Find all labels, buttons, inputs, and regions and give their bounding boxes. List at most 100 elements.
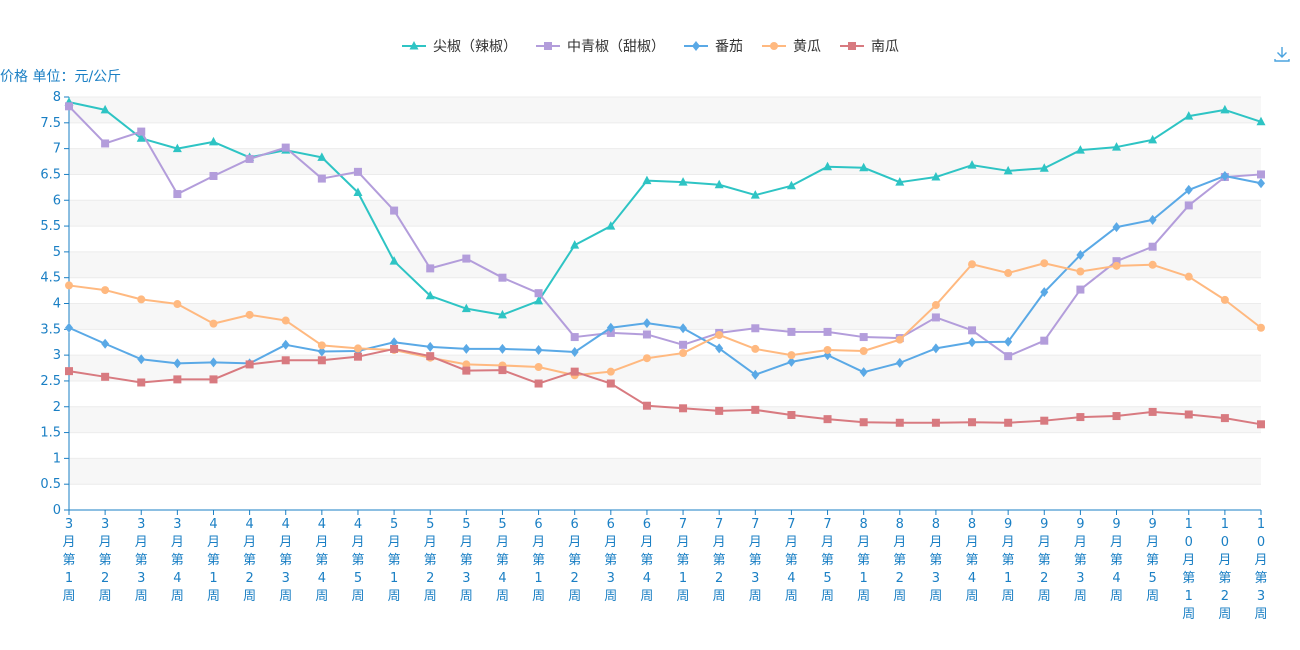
data-point[interactable] — [931, 343, 940, 354]
data-point[interactable] — [895, 357, 904, 368]
data-point[interactable] — [859, 367, 868, 378]
data-point[interactable] — [679, 340, 688, 349]
legend-marker[interactable] — [848, 42, 856, 50]
data-point[interactable] — [642, 318, 651, 329]
data-point[interactable] — [1257, 323, 1265, 332]
data-point[interactable] — [498, 366, 507, 375]
data-point[interactable] — [425, 290, 435, 300]
data-point[interactable] — [679, 349, 688, 358]
legend-item[interactable]: 尖椒（辣椒） — [401, 36, 517, 56]
data-point[interactable] — [317, 341, 326, 350]
data-point[interactable] — [462, 366, 471, 375]
data-point[interactable] — [1184, 410, 1193, 419]
data-point[interactable] — [1256, 116, 1266, 126]
data-point[interactable] — [570, 333, 579, 342]
data-point[interactable] — [390, 337, 399, 348]
legend-marker[interactable] — [692, 41, 700, 51]
data-point[interactable] — [823, 415, 832, 424]
series-line[interactable] — [68, 105, 1262, 358]
data-point[interactable] — [498, 273, 507, 282]
data-point[interactable] — [245, 154, 254, 163]
data-point[interactable] — [136, 133, 146, 142]
data-point[interactable] — [715, 406, 724, 415]
data-point[interactable] — [317, 346, 326, 357]
legend-item[interactable]: 黄瓜 — [761, 36, 821, 56]
data-point[interactable] — [534, 379, 543, 388]
data-point[interactable] — [390, 206, 399, 215]
data-point[interactable] — [642, 175, 652, 185]
data-point[interactable] — [281, 143, 290, 152]
data-point[interactable] — [714, 179, 724, 189]
data-point[interactable] — [497, 309, 507, 319]
data-point[interactable] — [137, 295, 146, 304]
data-point[interactable] — [606, 367, 615, 376]
data-point[interactable] — [173, 358, 182, 369]
series-line[interactable] — [68, 347, 1262, 426]
data-point[interactable] — [859, 418, 868, 427]
data-point[interactable] — [1148, 407, 1157, 416]
data-point[interactable] — [461, 303, 471, 313]
data-point[interactable] — [1039, 163, 1049, 172]
data-point[interactable] — [281, 316, 290, 325]
data-point[interactable] — [1004, 418, 1013, 427]
data-point[interactable] — [931, 313, 940, 322]
legend-item[interactable]: 中青椒（甜椒） — [535, 36, 665, 56]
data-point[interactable] — [1076, 413, 1085, 422]
data-point[interactable] — [895, 177, 905, 186]
data-point[interactable] — [679, 323, 688, 334]
data-point[interactable] — [65, 367, 73, 376]
data-point[interactable] — [751, 344, 760, 353]
data-point[interactable] — [173, 375, 182, 384]
data-point[interactable] — [390, 344, 399, 353]
data-point[interactable] — [353, 187, 363, 197]
data-point[interactable] — [534, 362, 543, 371]
data-point[interactable] — [606, 322, 615, 333]
data-point[interactable] — [137, 127, 146, 136]
data-point[interactable] — [750, 190, 760, 199]
data-point[interactable] — [606, 328, 615, 337]
data-point[interactable] — [1004, 336, 1013, 347]
data-point[interactable] — [137, 378, 146, 387]
data-point[interactable] — [642, 354, 651, 363]
data-point[interactable] — [931, 301, 940, 310]
data-point[interactable] — [1184, 184, 1193, 195]
data-point[interactable] — [606, 379, 615, 388]
data-point[interactable] — [967, 160, 977, 169]
data-point[interactable] — [968, 418, 977, 427]
data-point[interactable] — [1148, 242, 1157, 251]
data-point[interactable] — [642, 401, 651, 410]
data-point[interactable] — [1003, 165, 1013, 175]
data-point[interactable] — [1040, 259, 1049, 268]
data-point[interactable] — [931, 418, 940, 427]
data-point[interactable] — [1148, 260, 1157, 269]
data-point[interactable] — [101, 286, 110, 295]
data-point[interactable] — [137, 354, 146, 365]
data-point[interactable] — [426, 341, 435, 352]
data-point[interactable] — [751, 405, 760, 414]
data-point[interactable] — [679, 404, 688, 413]
data-point[interactable] — [1075, 145, 1085, 154]
data-point[interactable] — [787, 351, 796, 360]
data-point[interactable] — [101, 338, 110, 349]
data-point[interactable] — [245, 310, 254, 319]
data-point[interactable] — [678, 177, 688, 186]
data-point[interactable] — [823, 327, 832, 336]
data-point[interactable] — [1257, 178, 1265, 189]
data-point[interactable] — [389, 256, 399, 265]
data-point[interactable] — [173, 300, 182, 309]
data-point[interactable] — [606, 221, 616, 230]
data-point[interactable] — [173, 190, 182, 199]
data-point[interactable] — [353, 352, 362, 361]
data-point[interactable] — [1004, 352, 1013, 361]
data-point[interactable] — [968, 326, 977, 335]
data-point[interactable] — [209, 171, 218, 180]
data-point[interactable] — [462, 254, 471, 263]
data-point[interactable] — [895, 335, 904, 344]
data-point[interactable] — [426, 264, 435, 273]
data-point[interactable] — [65, 322, 73, 333]
data-point[interactable] — [1220, 104, 1230, 114]
data-point[interactable] — [1112, 257, 1121, 266]
data-point[interactable] — [281, 356, 290, 365]
legend-marker[interactable] — [409, 41, 419, 50]
data-point[interactable] — [462, 360, 471, 369]
